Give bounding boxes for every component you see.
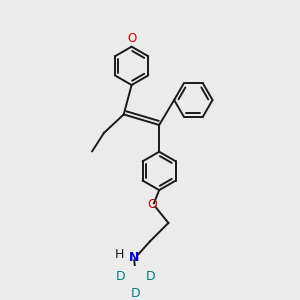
Text: N: N bbox=[129, 250, 140, 264]
Text: H: H bbox=[114, 248, 124, 261]
Text: O: O bbox=[148, 198, 158, 211]
Text: O: O bbox=[127, 32, 136, 45]
Text: D: D bbox=[116, 270, 126, 283]
Text: D: D bbox=[131, 287, 140, 300]
Text: D: D bbox=[146, 270, 155, 283]
